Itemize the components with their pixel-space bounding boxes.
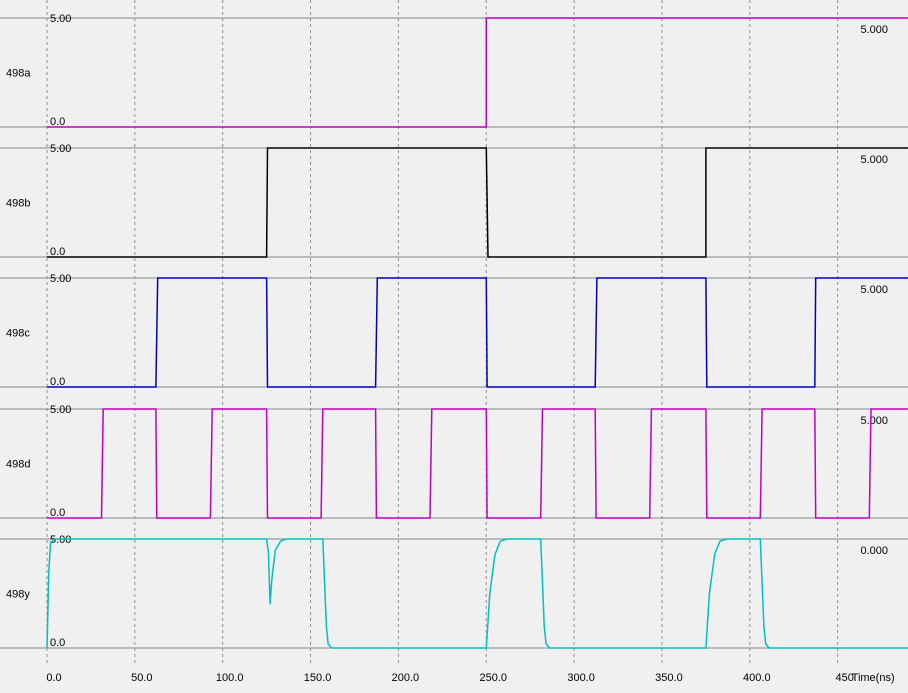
trace-498d [47,408,908,519]
signal-panels: 5.00 0.0 498a 5.000 5.00 0.0 498b 5.000 5.00 0.0 4… [0,13,908,649]
x-tick-label-9: 450 [835,672,853,684]
panel-498d: 5.00 0.0 498d 5.000 [0,404,908,519]
signal-name-498c: 498c [6,328,30,340]
value-label-498c: 5.000 [860,284,888,296]
x-tick-label-4: 200.0 [392,672,420,684]
panel-498a: 5.00 0.0 498a 5.000 [0,13,908,128]
x-axis-label: Time(ns) [852,672,895,684]
x-tick-label-2: 100.0 [216,672,244,684]
trace-498a [47,17,908,128]
signal-name-498y: 498y [6,589,30,601]
y-tick-low-498b: 0.0 [50,246,65,258]
y-tick-low-498d: 0.0 [50,507,65,519]
time-axis: Time(ns) 0.0 50.0 100.0 150.0 200.0 250.0 300.… [46,672,894,684]
value-label-498a: 5.000 [860,24,888,36]
y-tick-low-498y: 0.0 [50,637,65,649]
trace-498b [47,147,908,258]
y-tick-low-498a: 0.0 [50,116,65,128]
y-tick-high-498a: 5.00 [50,13,71,25]
x-tick-label-5: 250.0 [479,672,507,684]
signal-name-498a: 498a [6,68,31,80]
value-label-498y: 0.000 [860,545,888,557]
signal-name-498d: 498d [6,459,30,471]
y-tick-high-498y: 5.00 [50,534,71,546]
x-tick-label-8: 400.0 [743,672,771,684]
x-tick-label-3: 150.0 [304,672,332,684]
panel-498b: 5.00 0.0 498b 5.000 [0,143,908,258]
y-tick-high-498d: 5.00 [50,404,71,416]
panel-498c: 5.00 0.0 498c 5.000 [0,273,908,388]
signal-name-498b: 498b [6,198,30,210]
x-tick-label-1: 50.0 [131,672,152,684]
x-tick-label-0: 0.0 [46,672,61,684]
trace-498c [47,277,908,388]
trace-498y [46,538,908,649]
x-tick-label-7: 350.0 [655,672,683,684]
panel-498y: 5.00 0.0 498y 0.000 [0,534,908,649]
y-tick-high-498b: 5.00 [50,143,71,155]
y-tick-high-498c: 5.00 [50,273,71,285]
y-tick-low-498c: 0.0 [50,376,65,388]
value-label-498b: 5.000 [860,154,888,166]
x-tick-label-6: 300.0 [567,672,595,684]
value-label-498d: 5.000 [860,415,888,427]
